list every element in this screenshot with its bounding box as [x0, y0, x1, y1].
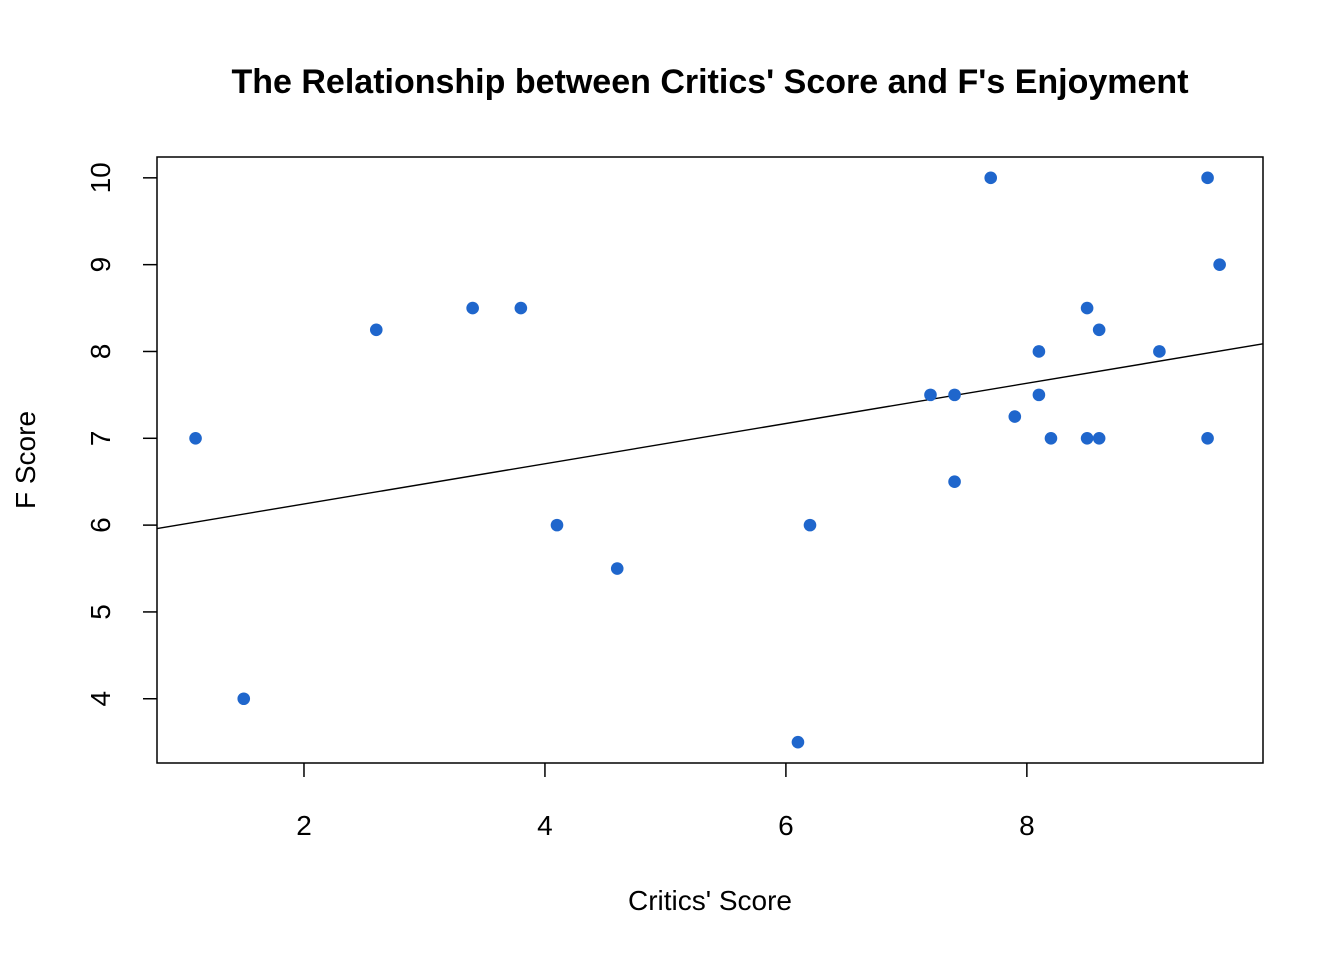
y-tick-label: 6: [85, 517, 116, 533]
y-tick-label: 5: [85, 604, 116, 620]
data-point: [1213, 258, 1226, 271]
x-axis: 2 4 6 8: [296, 763, 1035, 841]
data-point: [924, 388, 937, 402]
data-point: [803, 518, 817, 532]
data-point: [1092, 323, 1106, 337]
data-point: [1008, 410, 1022, 423]
y-tick-label: 9: [85, 257, 116, 273]
data-point: [610, 562, 624, 575]
data-point: [237, 692, 251, 706]
data-point: [948, 388, 961, 402]
data-point: [466, 301, 479, 315]
y-tick-label: 4: [85, 691, 116, 707]
data-point: [1153, 345, 1166, 358]
y-tick-label: 7: [85, 431, 116, 447]
y-axis: 4 5 6 7 8 9 10: [85, 162, 157, 707]
data-point: [369, 323, 383, 337]
x-axis-label: Critics' Score: [628, 885, 792, 916]
x-tick-label: 8: [1019, 810, 1035, 841]
data-point: [1032, 345, 1046, 358]
data-point: [1032, 388, 1046, 402]
fit-line-layer: [156, 343, 1264, 530]
data-point: [1080, 431, 1094, 445]
data-point: [1201, 431, 1214, 445]
data-point: [1201, 171, 1214, 185]
x-tick-label: 2: [296, 810, 312, 841]
y-tick-label: 10: [85, 162, 116, 193]
data-point: [948, 475, 961, 489]
y-axis-label: F Score: [10, 411, 41, 509]
data-point: [984, 171, 998, 185]
data-point: [1092, 431, 1106, 445]
data-point: [550, 518, 564, 532]
data-point: [1044, 431, 1058, 445]
data-point: [514, 301, 528, 315]
y-tick-label: 8: [85, 344, 116, 360]
data-point: [189, 431, 202, 445]
regression-line: [156, 343, 1264, 530]
plot-frame: [156, 156, 1264, 764]
data-point: [791, 735, 805, 749]
x-tick-label: 4: [537, 810, 553, 841]
chart-title: The Relationship between Critics' Score …: [231, 63, 1188, 101]
points-layer: [189, 171, 1226, 749]
x-tick-label: 6: [778, 810, 794, 841]
plot-area: [156, 156, 1264, 764]
data-point: [1080, 301, 1094, 315]
